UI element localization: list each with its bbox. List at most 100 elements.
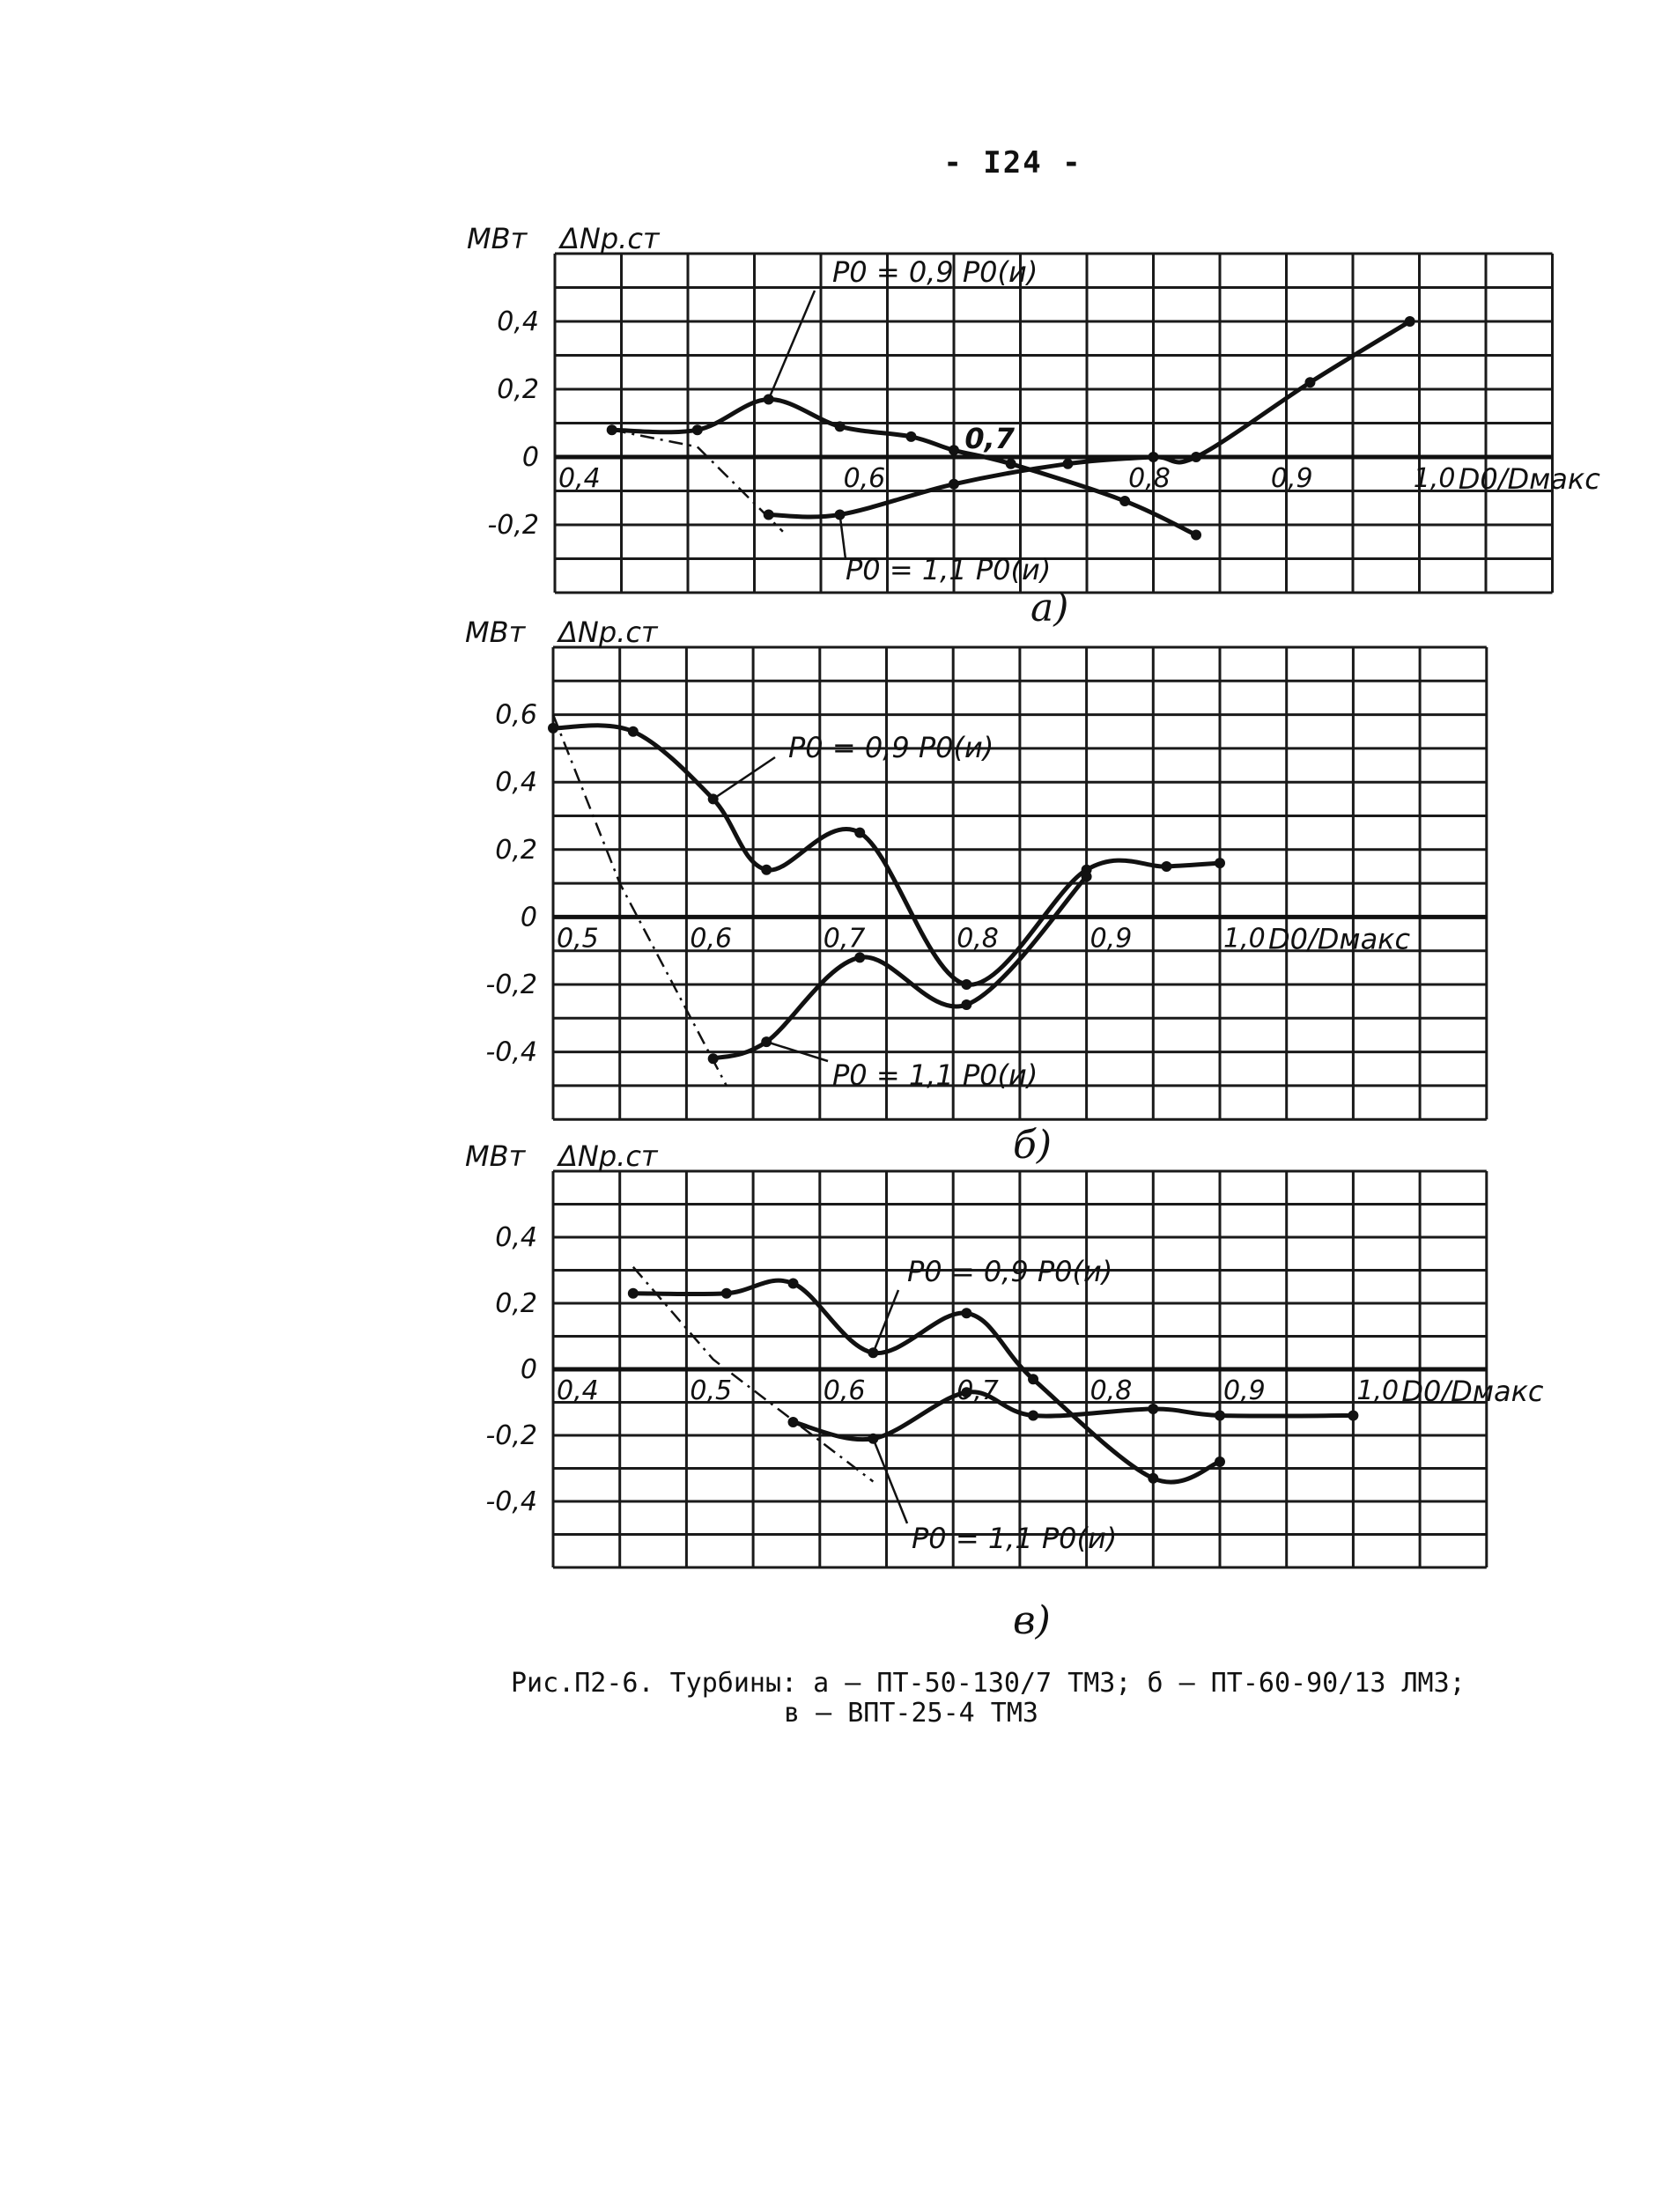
panel-2-series-1-line [550,723,1222,987]
panel-3-series-2-line [791,1390,1355,1442]
panel-2-extrapolation-line [551,714,728,1087]
panel-3-xlabel: D0/Dмакс [1401,1375,1544,1408]
panel-1: МВт ΔNр.ст 0,4 0,2 0 -0,2 0,4 0,6 0,8 0,9 1,0 D0/Dм… [467,222,1600,630]
panel-2-x-tick: 0,7 [824,923,866,954]
panel-1-series-1-line [609,397,1199,538]
panel-3-y-tick: -0,4 [485,1486,537,1517]
panel-2-series-1-point [1215,858,1225,869]
panel-2-series-1-label: P0 = 0,9 P0(и) [788,731,994,764]
panel-3-ylabel: ΔNр.ст [556,1139,659,1173]
panel-3-series-1-point [1215,1456,1225,1467]
panel-2-y-unit: МВт [465,616,527,649]
panel-3-y-tick: -0,2 [485,1420,537,1451]
panel-3-series-2-label: P0 = 1,1 P0(и) [912,1522,1117,1555]
panel-2-y-tick: 0,6 [495,700,537,731]
panel-1-series-2-label: P0 = 1,1 P0(и) [846,553,1051,586]
panel-2-series-2-point [707,1053,719,1065]
panel-2-y-tick: 0,2 [495,835,537,866]
panel-3-x-tick: 0,5 [690,1375,732,1406]
panel-2-x-tick: 0,6 [690,923,732,954]
panel-3-series-2-point [1348,1410,1359,1421]
panel-2-letter: б) [1013,1123,1052,1168]
panel-3-series-1-point [720,1287,732,1299]
panel-2-series-2-point [854,952,866,963]
panel-2-ylabel: ΔNр.ст [556,616,659,649]
panel-1-x-tick: 0,6 [844,463,886,494]
panel-3-y-tick: 0,2 [495,1288,537,1319]
panel-3-y-unit: МВт [465,1139,527,1173]
panel-3-series-1-point [627,1287,639,1299]
panel-1-series-2-point [1062,458,1074,469]
panel-2-y-tick: -0,4 [485,1037,537,1068]
panel-2-series-1-point [961,979,972,990]
panel-2-y-tick: -0,2 [485,970,537,1000]
panel-1-xlabel: D0/Dмакс [1459,462,1601,496]
panel-2-y-tick: 0,4 [495,767,537,798]
panel-3-series-1-point [1148,1472,1159,1484]
panel-1-y-tick: 0 [522,442,539,473]
panel-2-series-2-leader [765,1040,829,1063]
panel-2-series-2-line [711,874,1090,1061]
panel-3-extrapolation-line [632,1265,875,1483]
panel-2-series-1-point [761,864,772,875]
figure-caption: Рис.П2-6. Турбины: а – ПТ-50-130/7 ТМЗ; … [511,1669,1585,1729]
panel-1-series-1-point [1005,458,1016,469]
panel-3-series-1-point [1028,1374,1039,1385]
panel-3-series-2-point [961,1387,972,1398]
panel-1-series-2-point [1304,377,1316,388]
panel-1-series-1-label: P0 = 0,9 P0(и) [832,255,1038,289]
panel-1-series-1-leader [767,290,816,401]
panel-3-letter: в) [1013,1598,1051,1643]
panel-3-series-2-point [1148,1404,1159,1414]
panel-2-series-2-point [961,999,972,1010]
panel-2-series-1-point [627,726,639,737]
panel-3-series-2-leader [872,1438,909,1524]
panel-1-extrapolation-line [611,428,784,533]
panel-1-series-1-point [1119,496,1131,507]
panel-3-series-2-point [787,1417,799,1427]
panel-2-grid [551,645,1488,1121]
panel-3-x-tick: 1,0 [1356,1375,1399,1406]
panel-1-y-tick: 0,2 [497,374,539,405]
panel-2-series-2-label: P0 = 1,1 P0(и) [832,1058,1038,1092]
caption-line-1: Рис.П2-6. Турбины: а – ПТ-50-130/7 ТМЗ; … [511,1668,1466,1699]
panel-3-series-1-point [787,1278,799,1289]
panel-3-x-tick: 0,9 [1223,1375,1266,1406]
panel-1-series-1-point [1191,529,1202,541]
panel-2-series-1-point [1161,860,1172,872]
panel-2-x-tick: 0,8 [957,923,999,954]
panel-2-x-tick: 0,9 [1090,923,1133,954]
panel-2-series-1-point [548,722,558,734]
panel-1-series-2-point [1404,316,1415,327]
panel-2-series-1-leader [712,756,776,800]
panel-2-x-tick: 0,5 [557,923,599,954]
panel-1-x-tick: 0,9 [1271,463,1313,494]
caption-line-2: в – ВПТ-25-4 ТМЗ [784,1698,1038,1729]
panel-1-y-tick: -0,2 [487,510,539,541]
panel-1-series-1-point [691,424,703,436]
panel-1-series-2-point [949,478,959,490]
panel-1-y-tick: 0,4 [497,306,539,337]
panel-3-series-1-leader [872,1289,900,1353]
panel-1-annotation: 0,7 [964,422,1015,455]
panel-1-series-2-point [763,509,774,520]
panel-3-x-tick: 0,6 [824,1375,866,1406]
panel-3-x-tick: 0,4 [557,1375,599,1406]
panel-1-series-2-point [1148,452,1159,462]
panel-3-grid [551,1169,1488,1569]
panel-1-series-1-point [834,421,846,432]
panel-3: МВт ΔNр.ст0,40,20-0,2-0,40,4 0,5 0,6 0,7 0,8 0… [465,1139,1544,1643]
panel-3-series-1-line [631,1278,1222,1485]
panel-1-series-1-point [905,431,917,442]
panel-3-series-1-point [961,1308,972,1319]
panel-2: МВт ΔNр.ст 0,6 0,4 0,2 0 -0,2 -0,4 0,5 0,6 0,7 0,8 0… [465,616,1488,1168]
panel-2-series-2-point [1081,871,1092,882]
panel-1-x-tick: 0,4 [558,463,601,494]
panel-1-series-2-leader [838,514,847,560]
panel-1-series-1-point [606,424,617,436]
panel-3-series-1-label: P0 = 0,9 P0(и) [907,1255,1112,1288]
panel-2-x-tick: 1,0 [1223,923,1266,954]
panel-1-x-tick: 1,0 [1414,463,1456,494]
panel-1-series-1-point [949,445,959,456]
